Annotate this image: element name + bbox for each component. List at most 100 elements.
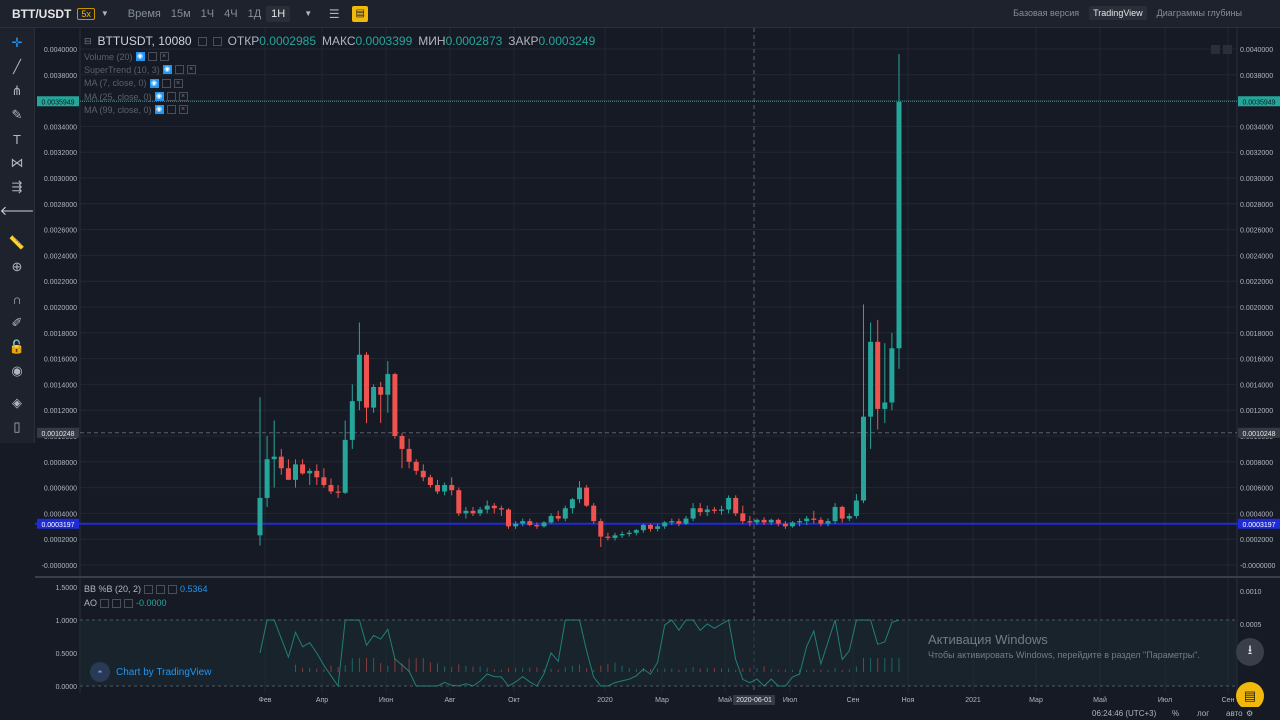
scroll-down-button[interactable]: ⭳	[1236, 638, 1264, 666]
interval-1h[interactable]: 1Ч	[200, 7, 215, 20]
time-label: Сен	[1222, 697, 1235, 704]
interval-4h[interactable]: 4Ч	[224, 7, 238, 20]
candle-body	[463, 510, 469, 514]
candle-body	[527, 521, 533, 526]
close-icon[interactable]	[124, 598, 134, 608]
view-switcher: Базовая версия TradingView Диаграммы глу…	[1009, 6, 1246, 20]
pitchfork-icon[interactable]: ⋔	[11, 83, 23, 98]
trash-icon[interactable]: ▯	[13, 419, 21, 434]
price-label-left: 0.0014000	[44, 382, 77, 389]
candle-body	[300, 464, 306, 474]
close-value: 0.0003249	[538, 34, 596, 48]
price-label-right: -0.0000000	[1240, 563, 1276, 570]
price-chart[interactable]: 0.0040000 0.0040000 0.0038000 0.0038000 0.00…	[35, 28, 1280, 720]
price-label-left: 0.0006000	[44, 486, 77, 493]
chart-settings-icon[interactable]: ▤	[352, 5, 369, 22]
trend-line-icon[interactable]: ╱	[13, 59, 21, 74]
eye-icon: ◉	[162, 65, 172, 75]
chat-button[interactable]: ▤	[1236, 682, 1264, 710]
view-tradingview[interactable]: TradingView	[1089, 6, 1147, 20]
prediction-icon[interactable]: ⇶	[11, 179, 23, 194]
indicator-ma25[interactable]: MA (25, close, 0) ◉ ×	[84, 90, 196, 103]
candle-body	[790, 522, 795, 527]
settings-icon[interactable]	[100, 598, 110, 608]
bb-percent-line	[259, 619, 900, 688]
price-label-right: 0.0038000	[1240, 73, 1273, 80]
text-icon[interactable]: T	[13, 131, 21, 147]
tradingview-branding[interactable]: ◓ Chart by TradingView	[90, 662, 211, 682]
close-icon: ×	[186, 65, 196, 75]
view-depth[interactable]: Диаграммы глубины	[1156, 8, 1242, 18]
candle-body	[733, 497, 739, 514]
legend-close-icon[interactable]	[212, 36, 222, 46]
interval-dropdown-icon[interactable]: ▼	[304, 9, 313, 18]
time-label: Окт	[508, 697, 521, 704]
settings-icon	[166, 105, 176, 115]
crosshair-date-bg	[733, 695, 775, 705]
eye-icon[interactable]: ◉	[11, 363, 23, 378]
interval-15m[interactable]: 15м	[170, 7, 191, 20]
interval-1w[interactable]: 1Н	[266, 5, 291, 22]
close-icon[interactable]	[168, 584, 178, 594]
indicator-settings-icon[interactable]: ☰	[328, 6, 340, 21]
legend-settings-icon[interactable]	[197, 36, 207, 46]
settings-icon[interactable]	[144, 584, 154, 594]
crosshair-icon[interactable]: ✛	[11, 35, 23, 50]
candle-body	[648, 525, 653, 529]
pane-maximize-icon[interactable]	[1223, 45, 1232, 54]
close-icon: ×	[159, 52, 169, 62]
crosshair-price-tag-left-bg	[37, 427, 79, 438]
subpane-right-label: 0.0005	[1240, 622, 1262, 629]
gear-icon[interactable]: ⚙	[1246, 709, 1254, 718]
indicator-ma99[interactable]: MA (99, close, 0) ◉ ×	[84, 103, 196, 116]
close-icon: ×	[178, 92, 188, 102]
indicator-ma7[interactable]: MA (7, close, 0) ◉ ×	[84, 77, 196, 90]
candle-body	[307, 470, 313, 474]
subpane-left-label: 1.5000	[56, 585, 78, 592]
candle-body	[548, 515, 554, 523]
indicator-supertrend[interactable]: SuperTrend (10, 3) ◉ ×	[84, 63, 196, 76]
candle-body	[477, 509, 483, 514]
percent-toggle[interactable]: %	[1172, 709, 1180, 718]
magnet-icon[interactable]: ∩	[12, 291, 22, 307]
candle-body	[470, 510, 476, 514]
clock[interactable]: 06:24:46 (UTC+3)	[1092, 709, 1157, 718]
price-label-left: 0.0016000	[44, 357, 77, 364]
bb-band-fill	[80, 620, 1237, 686]
symbol-name[interactable]: BTT/USDT	[12, 6, 72, 21]
chevron-down-icon[interactable]: ▼	[100, 9, 109, 18]
open-value: 0.0002985	[259, 34, 316, 48]
ohlc-legend: ⊟ BTTUSDT, 10080 ОТКР0.0002985 МАКС0.000…	[84, 34, 595, 48]
zoom-in-icon[interactable]: ⊕	[11, 259, 23, 274]
collapse-icon[interactable]: ⊟	[84, 35, 92, 46]
price-label-left: 0.0022000	[44, 279, 77, 286]
candle-body	[633, 530, 639, 533]
indicator-volume[interactable]: Volume (20) ◉ ×	[84, 50, 196, 63]
brush-icon[interactable]: ✎	[11, 107, 23, 122]
time-label[interactable]: Время	[127, 7, 161, 20]
pattern-icon[interactable]: ⋈	[10, 155, 24, 170]
ruler-icon[interactable]: 📏	[8, 235, 26, 250]
layers-icon[interactable]: ◈	[12, 395, 22, 410]
current-price-tag-right: 0.0035949	[1242, 99, 1275, 106]
log-toggle[interactable]: лог	[1197, 709, 1210, 718]
indicator-label: MA (7, close, 0)	[84, 78, 147, 89]
ao-label: AO	[84, 598, 98, 608]
auto-toggle[interactable]: авто	[1226, 709, 1243, 718]
top-toolbar: BTT/USDT 5x ▼ Время 15м 1Ч 4Ч 1Д 1Н ▼ ☰ …	[0, 0, 1280, 28]
price-label-right: 0.0040000	[1240, 47, 1273, 54]
lock-drawing-icon[interactable]: ✐	[11, 315, 23, 330]
view-basic[interactable]: Базовая версия	[1013, 8, 1080, 18]
candle-body	[449, 485, 455, 491]
hide-icon[interactable]	[156, 584, 166, 594]
chart-background	[35, 28, 1280, 720]
hide-icon[interactable]	[112, 598, 122, 608]
pane-up-icon[interactable]	[1211, 45, 1220, 54]
interval-1d[interactable]: 1Д	[247, 7, 262, 20]
candle-body	[704, 509, 710, 513]
subpane-right-label: 0.0010	[1240, 589, 1262, 596]
unlock-icon[interactable]: 🔓	[8, 339, 26, 354]
candles	[257, 54, 902, 547]
back-arrow-icon[interactable]: 🡐	[0, 203, 35, 218]
settings-icon	[174, 65, 184, 75]
